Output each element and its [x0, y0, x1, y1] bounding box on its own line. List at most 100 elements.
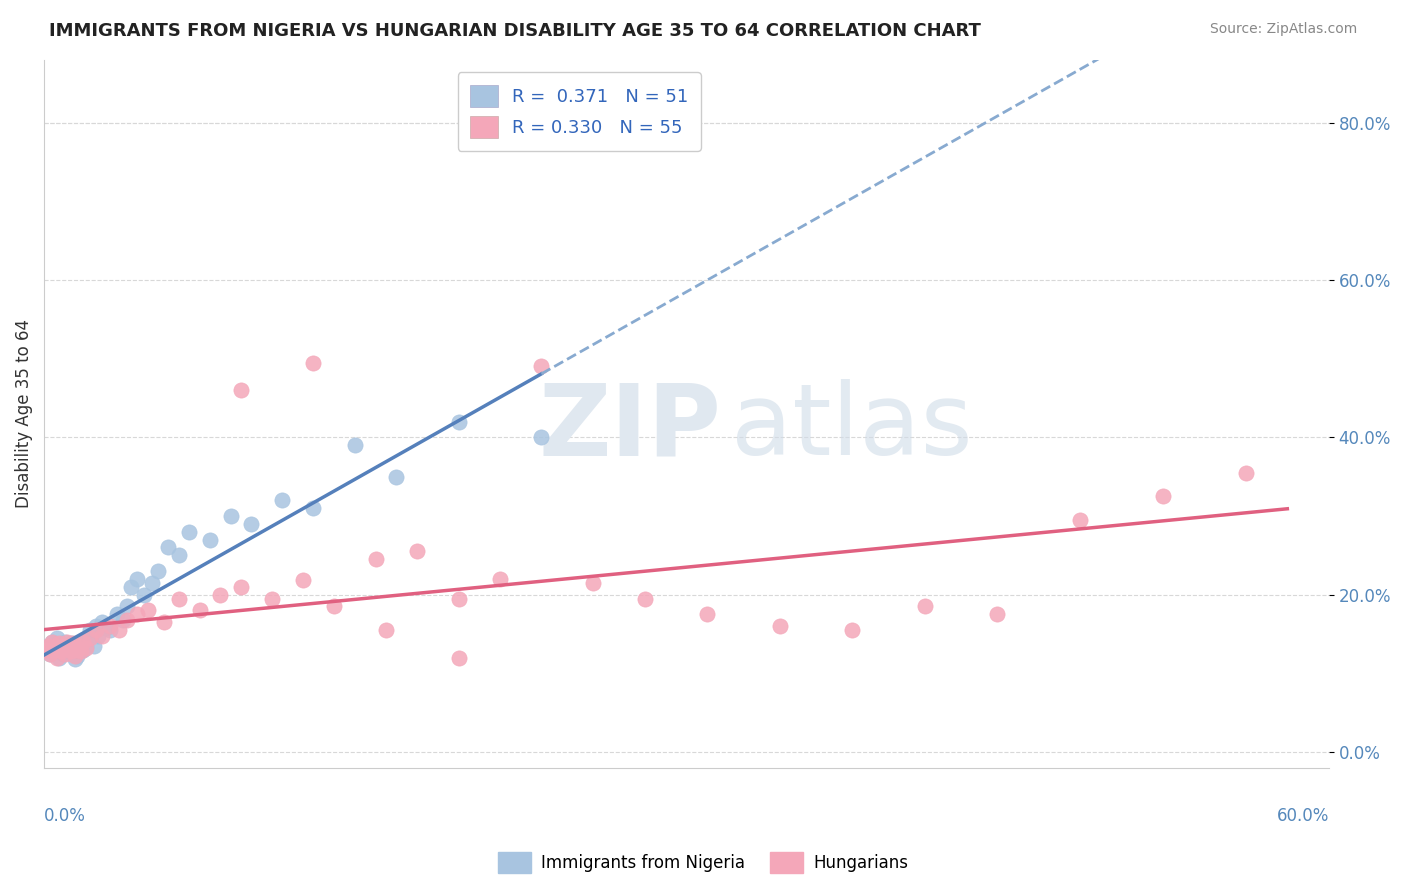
- Point: [91, 628, 114, 642]
- Point: [56, 635, 79, 649]
- Point: [53, 635, 76, 649]
- Point: [62, 647, 84, 661]
- Point: [72, 635, 94, 649]
- Point: [127, 607, 149, 622]
- Point: [48, 650, 70, 665]
- Point: [41, 635, 63, 649]
- Point: [44, 642, 66, 657]
- Point: [302, 355, 325, 369]
- Point: [1069, 513, 1091, 527]
- Point: [447, 650, 470, 665]
- Point: [67, 636, 90, 650]
- Y-axis label: Disability Age 35 to 64: Disability Age 35 to 64: [15, 319, 32, 508]
- Point: [52, 639, 75, 653]
- Point: [343, 438, 366, 452]
- Point: [39, 647, 62, 661]
- Point: [76, 631, 98, 645]
- Point: [179, 524, 201, 539]
- Point: [157, 541, 180, 555]
- Text: 0.0%: 0.0%: [44, 806, 86, 824]
- Point: [56, 644, 79, 658]
- Point: [153, 615, 176, 629]
- Point: [141, 575, 163, 590]
- Point: [1152, 489, 1174, 503]
- Point: [66, 642, 89, 657]
- Point: [447, 591, 470, 606]
- Point: [70, 644, 93, 658]
- Point: [696, 607, 718, 622]
- Point: [271, 493, 294, 508]
- Point: [87, 628, 110, 642]
- Point: [53, 647, 76, 661]
- Point: [1234, 466, 1257, 480]
- Point: [79, 631, 101, 645]
- Point: [292, 574, 315, 588]
- Point: [100, 619, 122, 633]
- Point: [302, 501, 325, 516]
- Point: [63, 652, 86, 666]
- Point: [37, 639, 59, 653]
- Legend: R =  0.371   N = 51, R = 0.330   N = 55: R = 0.371 N = 51, R = 0.330 N = 55: [458, 72, 700, 151]
- Point: [111, 613, 134, 627]
- Point: [120, 580, 142, 594]
- Point: [70, 635, 93, 649]
- Point: [115, 613, 138, 627]
- Point: [447, 415, 470, 429]
- Point: [219, 508, 242, 523]
- Point: [136, 603, 159, 617]
- Point: [49, 644, 72, 658]
- Point: [91, 615, 114, 629]
- Text: IMMIGRANTS FROM NIGERIA VS HUNGARIAN DISABILITY AGE 35 TO 64 CORRELATION CHART: IMMIGRANTS FROM NIGERIA VS HUNGARIAN DIS…: [49, 22, 981, 40]
- Point: [62, 636, 84, 650]
- Point: [364, 552, 387, 566]
- Point: [84, 619, 107, 633]
- Point: [229, 383, 252, 397]
- Point: [45, 650, 67, 665]
- Point: [58, 641, 80, 656]
- Point: [530, 359, 553, 374]
- Point: [198, 533, 221, 547]
- Point: [127, 572, 149, 586]
- Point: [489, 572, 512, 586]
- Point: [406, 544, 429, 558]
- Point: [35, 642, 58, 657]
- Point: [986, 607, 1008, 622]
- Point: [229, 580, 252, 594]
- Point: [52, 647, 75, 661]
- Point: [167, 591, 190, 606]
- Text: Source: ZipAtlas.com: Source: ZipAtlas.com: [1209, 22, 1357, 37]
- Text: atlas: atlas: [731, 379, 973, 476]
- Point: [146, 564, 169, 578]
- Point: [634, 591, 657, 606]
- Point: [37, 639, 59, 653]
- Point: [84, 623, 107, 637]
- Point: [63, 648, 86, 663]
- Point: [66, 648, 89, 663]
- Point: [39, 647, 62, 661]
- Point: [45, 631, 67, 645]
- Point: [41, 635, 63, 649]
- Point: [63, 640, 86, 655]
- Point: [72, 642, 94, 657]
- Text: ZIP: ZIP: [538, 379, 721, 476]
- Point: [375, 623, 398, 637]
- Point: [914, 599, 936, 614]
- Point: [44, 642, 66, 657]
- Point: [323, 599, 346, 614]
- Text: 60.0%: 60.0%: [1277, 806, 1329, 824]
- Point: [35, 642, 58, 657]
- Point: [132, 588, 155, 602]
- Point: [60, 644, 83, 658]
- Point: [385, 469, 408, 483]
- Point: [49, 639, 72, 653]
- Point: [841, 623, 863, 637]
- Point: [79, 623, 101, 637]
- Point: [67, 639, 90, 653]
- Point: [66, 645, 89, 659]
- Point: [240, 516, 263, 531]
- Point: [80, 627, 103, 641]
- Point: [209, 588, 232, 602]
- Point: [769, 619, 792, 633]
- Legend: Immigrants from Nigeria, Hungarians: Immigrants from Nigeria, Hungarians: [491, 846, 915, 880]
- Point: [60, 636, 83, 650]
